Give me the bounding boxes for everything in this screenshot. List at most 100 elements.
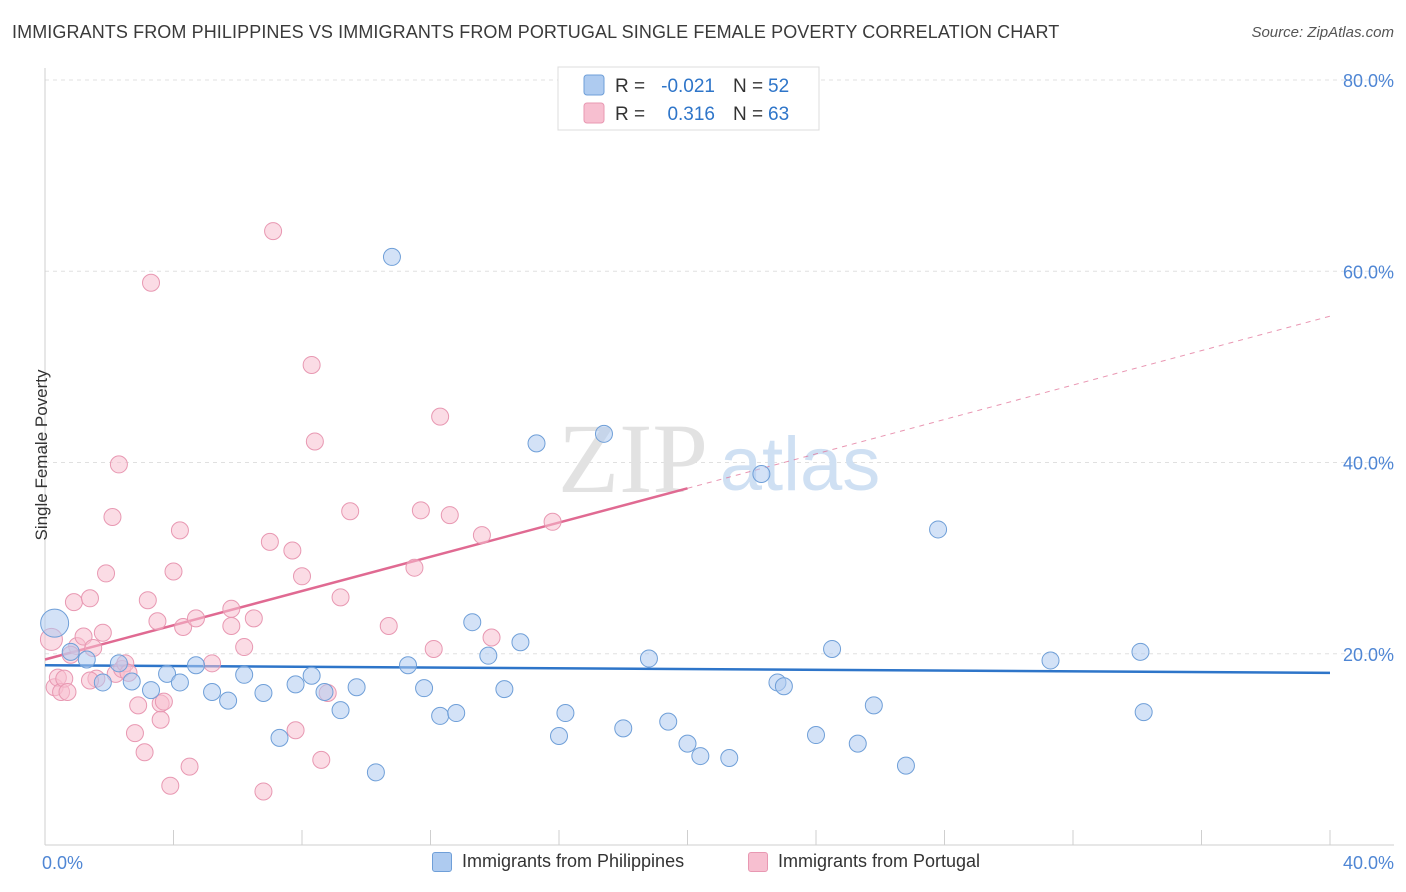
watermark-atlas: atlas (720, 422, 881, 507)
data-point-portugal (64, 593, 83, 612)
data-point-philippines (382, 247, 401, 266)
trend-line-portugal (44, 487, 688, 661)
data-point-portugal (264, 222, 283, 241)
data-point-philippines (495, 680, 514, 699)
data-point-philippines (93, 673, 112, 692)
legend-n-label: N = (733, 104, 763, 125)
tick-labels: 20.0% 40.0% 60.0% 80.0% 0.0% 40.0% (42, 71, 1394, 873)
legend-item-portugal[interactable]: Immigrants from Portugal (748, 851, 980, 872)
trend-line-philippines (44, 663, 1331, 675)
data-point-portugal (170, 521, 189, 540)
data-point-portugal (135, 743, 154, 762)
legend-n-label: N = (733, 76, 763, 97)
legend-label-philippines: Immigrants from Philippines (462, 851, 685, 871)
data-point-philippines (302, 666, 321, 685)
data-point-portugal (164, 562, 183, 581)
x-tick-label: 40.0% (1343, 853, 1394, 873)
data-point-portugal (411, 501, 430, 520)
data-point-philippines (122, 672, 141, 691)
data-point-philippines (691, 747, 710, 766)
data-point-portugal (186, 609, 205, 628)
data-point-portugal (222, 599, 241, 618)
data-point-philippines (1131, 642, 1150, 661)
trend-line-portugal-extension (687, 315, 1331, 489)
chart-title: IMMIGRANTS FROM PHILIPPINES VS IMMIGRANT… (12, 22, 1060, 42)
data-point-portugal (260, 532, 279, 551)
bottom-legend: Immigrants from Philippines Immigrants f… (0, 851, 1406, 877)
data-points (39, 222, 1153, 801)
data-point-philippines (479, 646, 498, 665)
data-point-philippines (415, 679, 434, 698)
legend-swatch-portugal (748, 851, 768, 872)
data-point-portugal (129, 696, 148, 715)
data-point-philippines (286, 675, 305, 694)
data-point-philippines (366, 763, 385, 782)
watermark: ZIP atlas (558, 403, 880, 514)
data-point-philippines (929, 520, 948, 539)
data-point-philippines (659, 712, 678, 731)
data-point-philippines (61, 642, 80, 661)
data-point-philippines (614, 719, 633, 738)
data-point-portugal (283, 541, 302, 560)
data-point-portugal (235, 638, 254, 657)
data-point-portugal (312, 750, 331, 769)
data-point-portugal (405, 558, 424, 577)
data-point-philippines (848, 734, 867, 753)
y-tick-label: 80.0% (1343, 71, 1394, 91)
data-point-philippines (315, 683, 334, 701)
data-point-philippines (720, 748, 739, 767)
data-point-philippines (203, 683, 222, 701)
data-point-portugal (148, 612, 167, 631)
data-point-portugal (74, 627, 93, 646)
data-point-portugal (424, 639, 443, 658)
data-point-philippines (550, 726, 568, 745)
data-point-portugal (109, 455, 128, 474)
data-point-philippines (219, 691, 238, 710)
data-point-portugal (302, 355, 321, 374)
data-point-portugal (431, 407, 450, 426)
data-point-portugal (58, 683, 77, 701)
data-point-portugal (97, 564, 116, 583)
legend-r-value: 0.316 (667, 104, 715, 125)
legend-swatch-portugal (583, 102, 605, 124)
data-point-philippines (431, 706, 450, 725)
data-point-philippines (896, 756, 915, 775)
data-point-philippines (807, 726, 825, 745)
data-point-portugal (244, 609, 263, 628)
data-point-portugal (341, 502, 360, 521)
data-point-philippines (678, 734, 697, 753)
legend-r-label: R = (615, 76, 645, 97)
watermark-zip: ZIP (558, 403, 708, 514)
data-point-portugal (174, 617, 193, 636)
data-point-philippines (1041, 651, 1060, 670)
data-point-philippines (774, 677, 793, 696)
data-point-portugal (203, 654, 222, 673)
data-point-philippines (399, 656, 418, 675)
data-point-portugal (80, 589, 99, 608)
data-point-portugal (543, 512, 562, 531)
data-point-portugal (331, 588, 350, 607)
data-point-portugal (142, 273, 161, 292)
legend-n-value: 52 (768, 76, 789, 97)
data-point-philippines (556, 704, 575, 723)
data-point-portugal (151, 710, 170, 729)
data-point-portugal (93, 623, 112, 642)
data-point-portugal (222, 617, 241, 636)
data-point-portugal (440, 506, 459, 525)
trend-lines (44, 315, 1331, 675)
grid-lines (45, 79, 1394, 655)
y-axis-label: Single Female Poverty (32, 369, 51, 541)
axes (44, 68, 1394, 846)
data-point-philippines (511, 633, 530, 652)
data-point-philippines (331, 701, 350, 720)
legend-swatch-philippines (432, 851, 452, 872)
data-point-portugal (180, 757, 199, 776)
data-point-portugal (472, 526, 491, 545)
legend-item-philippines[interactable]: Immigrants from Philippines (432, 851, 684, 872)
data-point-philippines (864, 696, 883, 715)
data-point-portugal (254, 782, 273, 801)
data-point-philippines (186, 656, 205, 675)
data-point-philippines (527, 434, 546, 453)
legend-swatch-philippines (583, 74, 605, 96)
data-point-philippines (347, 678, 366, 697)
